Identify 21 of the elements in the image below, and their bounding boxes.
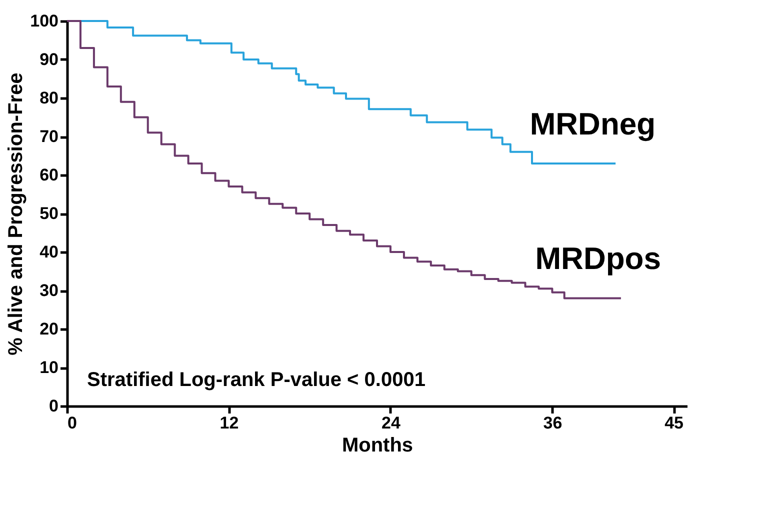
y-tick-label: 30 [40,281,58,300]
x-tick-label: 24 [382,414,401,432]
annotation: Stratified Log-rank P-value < 0.0001 [87,369,426,391]
series-label: MRDneg [530,106,656,142]
x-axis-title: Months [342,434,414,456]
y-tick-label: 0 [49,396,58,416]
y-axis-title: % Alive and Progression-Free [5,72,28,356]
y-tick-label: 40 [40,242,58,262]
y-tick-label: 70 [40,127,58,146]
x-tick-label: 12 [220,414,239,432]
y-tick-label: 60 [40,166,58,184]
y-tick-label: 10 [40,358,58,377]
y-tick-label: 100 [30,12,58,30]
y-tick-label: 80 [40,88,58,108]
x-tick-label: 36 [543,414,562,432]
x-tick-label: 45 [664,414,684,432]
y-tick-label: 50 [40,204,58,223]
series-label: MRDpos [535,241,661,276]
y-tick-label: 90 [40,50,58,69]
x-tick-label: 0 [68,414,77,432]
y-tick-label: 20 [40,320,58,338]
